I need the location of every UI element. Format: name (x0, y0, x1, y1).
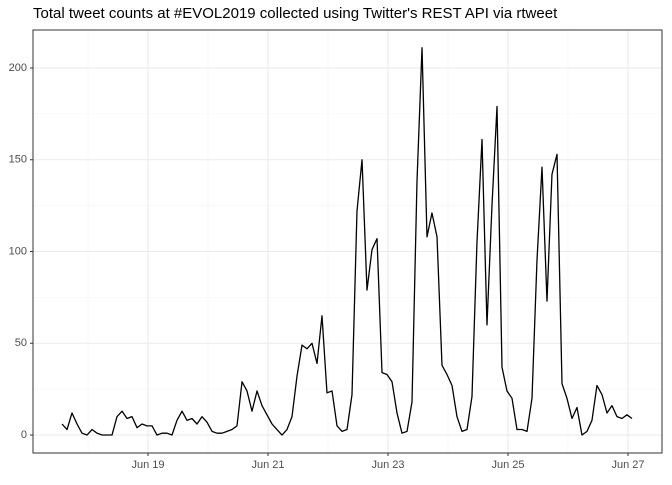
y-tick-label: 50 (15, 337, 27, 349)
y-tick-label: 150 (9, 154, 27, 166)
y-tick-label: 200 (9, 62, 27, 74)
x-tick-label: Jun 21 (251, 459, 284, 471)
x-tick-label: Jun 27 (611, 459, 644, 471)
x-tick-label: Jun 23 (371, 459, 404, 471)
y-tick-label: 100 (9, 245, 27, 257)
x-tick-label: Jun 25 (491, 459, 524, 471)
x-tick-label: Jun 19 (131, 459, 164, 471)
data-line (61, 47, 633, 436)
y-tick-label: 0 (21, 429, 27, 441)
chart-title: Total tweet counts at #EVOL2019 collecte… (33, 5, 558, 22)
panel-border (32, 29, 663, 454)
